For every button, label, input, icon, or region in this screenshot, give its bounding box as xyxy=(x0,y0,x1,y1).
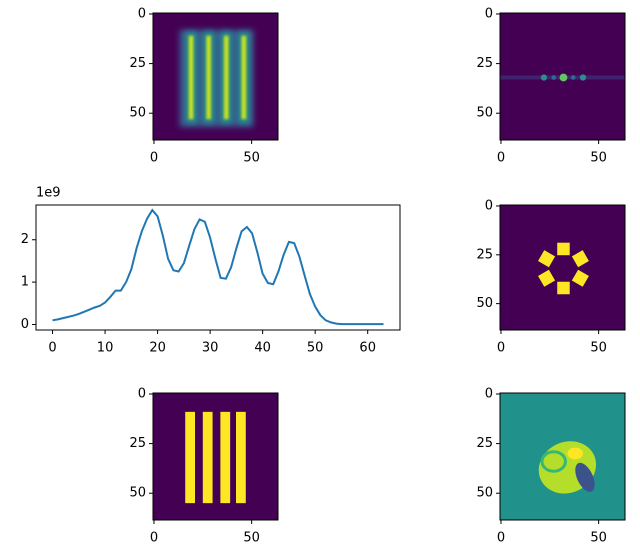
axes-frame xyxy=(152,392,279,521)
image-blob xyxy=(538,269,556,287)
x-tick-label: 10 xyxy=(97,341,114,356)
x-tick-label: 0 xyxy=(497,531,505,546)
x-tick-label: 0 xyxy=(150,151,158,166)
y-tick-label: 50 xyxy=(476,296,493,311)
image-peak xyxy=(559,73,568,82)
axes-frame xyxy=(499,392,626,521)
image-stripe xyxy=(202,411,213,504)
image-light xyxy=(567,447,584,460)
image-blob xyxy=(557,242,570,256)
image-peak xyxy=(551,75,557,80)
image-peak xyxy=(579,74,587,81)
image-object xyxy=(538,441,597,494)
image-peak xyxy=(570,75,576,80)
y-tick-label: 0 xyxy=(485,386,493,401)
y-tick-label: 50 xyxy=(129,106,146,121)
x-tick-label: 50 xyxy=(590,151,607,166)
image-background xyxy=(153,393,278,520)
y-tick-label: 25 xyxy=(476,247,493,262)
offset-label: 1e9 xyxy=(36,186,61,201)
image-stripe xyxy=(241,35,247,120)
image-blob xyxy=(571,269,589,287)
x-tick-label: 30 xyxy=(202,341,219,356)
y-tick-label: 50 xyxy=(476,486,493,501)
y-tick-label: 0 xyxy=(485,6,493,21)
y-tick-label: 0 xyxy=(138,386,146,401)
y-tick-label: 25 xyxy=(476,56,493,71)
image-stripe xyxy=(185,411,195,504)
y-tick-label: 0 xyxy=(138,6,146,21)
axes-frame xyxy=(152,12,279,141)
y-tick-label: 50 xyxy=(129,486,146,501)
y-tick-label: 25 xyxy=(129,436,146,451)
x-tick-label: 50 xyxy=(307,341,324,356)
y-tick-label: 2 xyxy=(21,232,29,247)
axes-frame xyxy=(35,204,401,331)
image-ring xyxy=(540,450,567,473)
image-blob xyxy=(571,250,589,268)
x-tick-label: 50 xyxy=(590,531,607,546)
image-stripe xyxy=(223,35,229,120)
y-tick-label: 25 xyxy=(476,436,493,451)
x-tick-label: 50 xyxy=(243,531,260,546)
line-series xyxy=(52,208,384,326)
image-shade xyxy=(575,462,595,492)
image-stripe xyxy=(236,411,246,504)
image-peak xyxy=(540,74,548,81)
y-tick-label: 0 xyxy=(485,198,493,213)
y-tick-label: 1 xyxy=(21,275,29,290)
image-blob xyxy=(538,250,556,268)
y-tick-label: 25 xyxy=(129,56,146,71)
x-tick-label: 50 xyxy=(590,341,607,356)
x-tick-label: 20 xyxy=(149,341,166,356)
image-stripe xyxy=(188,35,194,120)
x-tick-label: 0 xyxy=(150,531,158,546)
y-tick-label: 50 xyxy=(476,106,493,121)
image-background xyxy=(500,205,625,330)
image-stripe xyxy=(220,411,231,504)
x-tick-label: 40 xyxy=(254,341,271,356)
x-tick-label: 0 xyxy=(497,341,505,356)
image-blob xyxy=(557,281,570,295)
x-tick-label: 60 xyxy=(359,341,376,356)
x-tick-label: 50 xyxy=(243,151,260,166)
image-stripe xyxy=(206,35,212,120)
axes-frame xyxy=(499,12,626,141)
axes-frame xyxy=(499,204,626,331)
y-tick-label: 0 xyxy=(21,317,29,332)
x-tick-label: 0 xyxy=(48,341,56,356)
x-tick-label: 0 xyxy=(497,151,505,166)
